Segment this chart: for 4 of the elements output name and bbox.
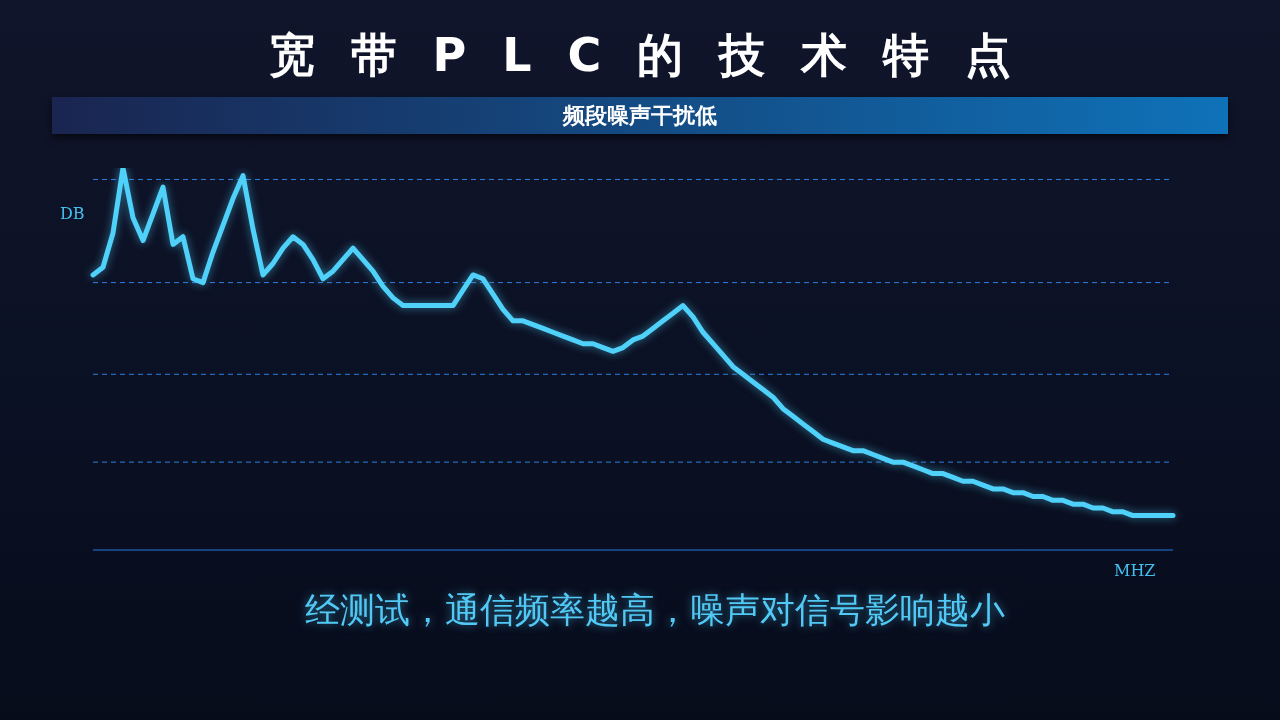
chart-title: 宽带PLC的技术特点 [267, 27, 1049, 84]
text: 经测试，通信频率越高，噪声对信号影响越小 [304, 589, 1006, 632]
x-axis-title: MHZ [1114, 561, 1156, 581]
y-axis-title: DB [60, 204, 85, 224]
